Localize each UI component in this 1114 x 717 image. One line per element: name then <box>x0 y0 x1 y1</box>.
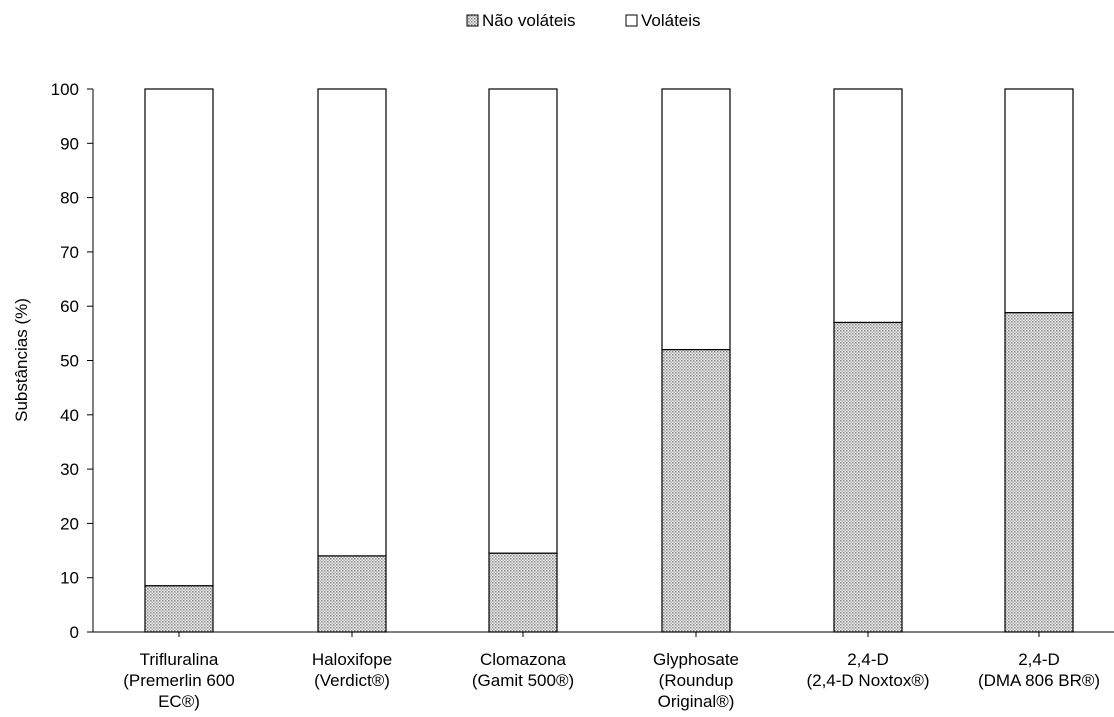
y-tick-label: 70 <box>60 243 79 262</box>
legend-swatch <box>466 14 479 27</box>
x-tick-label: (Roundup <box>659 671 734 690</box>
bar-nao-volateis <box>488 552 558 633</box>
legend: Não voláteis Voláteis <box>466 11 701 30</box>
x-tick-label: Trifluralina <box>140 650 219 669</box>
legend-label: Voláteis <box>641 11 701 30</box>
x-tick-label: (Gamit 500®) <box>472 671 574 690</box>
x-tick-label: 2,4-D <box>1018 650 1060 669</box>
legend-label: Não voláteis <box>482 11 576 30</box>
bar-volateis <box>488 88 558 554</box>
bar-volateis <box>144 88 214 587</box>
y-tick-label: 50 <box>60 352 79 371</box>
x-tick-label: Haloxifope <box>312 650 392 669</box>
y-tick-label: 80 <box>60 189 79 208</box>
y-tick-label: 40 <box>60 406 79 425</box>
bar-nao-volateis <box>661 349 731 633</box>
bar-volateis <box>661 88 731 351</box>
bars <box>144 88 1074 633</box>
legend-swatch <box>625 14 638 27</box>
bar-volateis <box>1004 88 1074 314</box>
y-tick-label: 90 <box>60 134 79 153</box>
x-tick-label: EC®) <box>158 692 200 711</box>
y-tick-label: 100 <box>51 80 79 99</box>
legend-nao-volateis: Não voláteis <box>466 11 576 30</box>
y-tick-label: 0 <box>70 623 79 642</box>
x-tick-label: (2,4-D Noxtox®) <box>806 671 929 690</box>
y-tick-label: 10 <box>60 569 79 588</box>
bar-nao-volateis <box>144 585 214 633</box>
y-axis-label: Substâncias (%) <box>12 298 31 422</box>
bar-nao-volateis <box>833 321 903 633</box>
x-axis: Trifluralina (Premerlin 600 EC®) Haloxifope… <box>93 631 1114 711</box>
x-tick-label: 2,4-D <box>847 650 889 669</box>
bar-volateis <box>833 88 903 324</box>
x-tick-label: Original®) <box>658 692 735 711</box>
y-axis: 0 10 20 30 40 50 60 70 80 90 100 <box>51 80 94 642</box>
bar-volateis <box>317 88 387 557</box>
y-tick-label: 20 <box>60 514 79 533</box>
x-tick-label: (Premerlin 600 <box>123 671 235 690</box>
legend-volateis: Voláteis <box>625 11 701 30</box>
y-tick-label: 60 <box>60 297 79 316</box>
x-tick-label: (Verdict®) <box>314 671 390 690</box>
bar-nao-volateis <box>1004 312 1074 633</box>
x-tick-label: Clomazona <box>480 650 567 669</box>
bar-nao-volateis <box>317 555 387 633</box>
x-tick-label: Glyphosate <box>653 650 739 669</box>
x-tick-label: (DMA 806 BR®) <box>978 671 1100 690</box>
y-tick-label: 30 <box>60 460 79 479</box>
